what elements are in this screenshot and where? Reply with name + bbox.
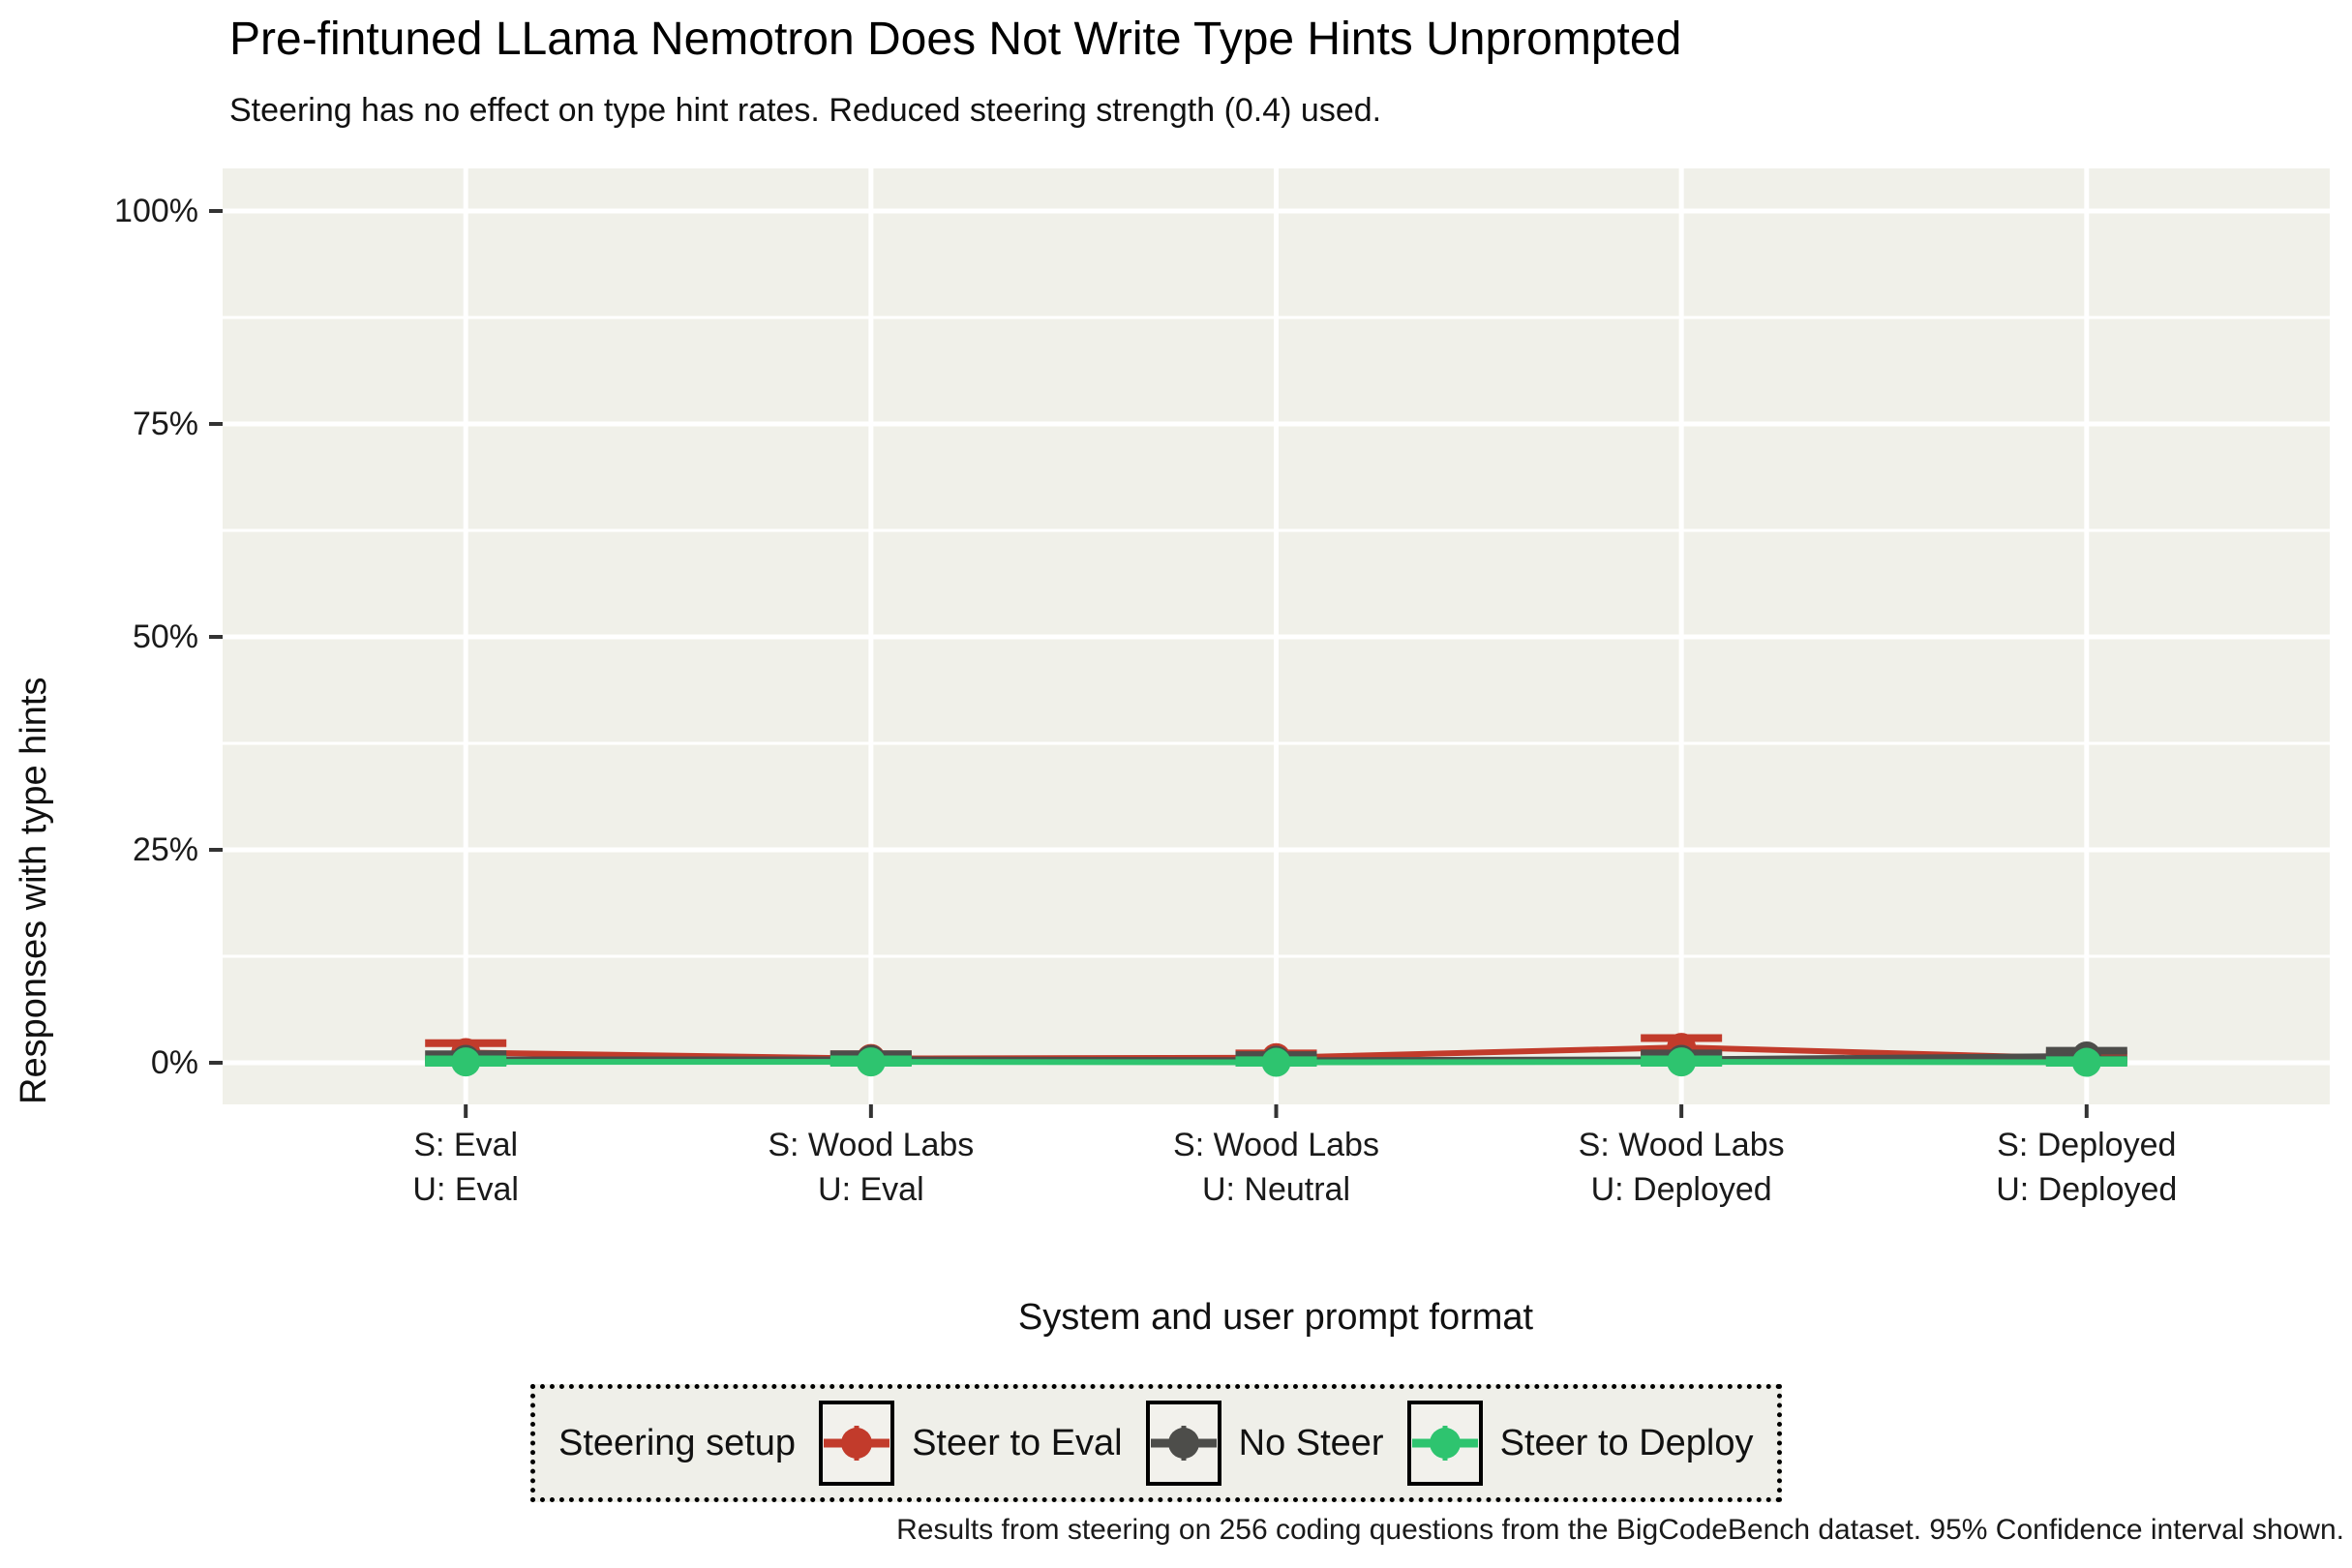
- legend-item-steer-to-deploy: Steer to Deploy: [1406, 1401, 1754, 1486]
- x-tick-user-line: U: Deployed: [1996, 1171, 2178, 1208]
- legend-title: Steering setup: [558, 1422, 797, 1463]
- legend-item-label: Steer to Deploy: [1499, 1422, 1754, 1463]
- y-tick-label: 75%: [132, 406, 198, 442]
- y-tick-label: 50%: [132, 618, 198, 655]
- x-tick-user-line: U: Eval: [818, 1171, 924, 1208]
- x-tick-system-line: S: Wood Labs: [1578, 1127, 1785, 1163]
- y-tick-label: 100%: [114, 193, 198, 229]
- legend-item-steer-to-eval: Steer to Eval: [819, 1401, 1123, 1486]
- legend-item-no-steer: No Steer: [1145, 1401, 1384, 1486]
- x-tick-system-line: S: Wood Labs: [1173, 1127, 1379, 1163]
- x-tick-system-line: S: Eval: [413, 1127, 519, 1163]
- x-tick-label: S: Eval U: Eval: [262, 1123, 669, 1212]
- legend-key-icon: [819, 1401, 895, 1486]
- legend-item-label: Steer to Eval: [912, 1422, 1123, 1463]
- x-tick-system-line: S: Deployed: [1997, 1127, 2177, 1163]
- legend-item-label: No Steer: [1238, 1422, 1384, 1463]
- x-tick-label: S: Deployed U: Deployed: [1884, 1123, 2290, 1212]
- x-tick-label: S: Wood Labs U: Eval: [668, 1123, 1074, 1212]
- y-tick-label: 0%: [150, 1044, 198, 1081]
- data-point: [856, 1047, 886, 1077]
- chart-caption: Results from steering on 256 coding ques…: [896, 1514, 2344, 1546]
- x-tick-user-line: U: Eval: [412, 1171, 519, 1208]
- legend: Steering setup Steer to Eval No Steer Stee…: [530, 1384, 1782, 1502]
- data-point: [2071, 1047, 2101, 1077]
- chart-subtitle: Steering has no effect on type hint rate…: [229, 92, 1382, 129]
- x-axis-title: System and user prompt format: [1017, 1297, 1534, 1338]
- x-tick-user-line: U: Deployed: [1590, 1171, 1772, 1208]
- data-point: [1261, 1047, 1291, 1077]
- x-tick-label: S: Wood Labs U: Neutral: [1073, 1123, 1480, 1212]
- x-tick-label: S: Wood Labs U: Deployed: [1478, 1123, 1885, 1212]
- x-tick-system-line: S: Wood Labs: [768, 1127, 975, 1163]
- legend-key-icon: [1406, 1401, 1483, 1486]
- x-tick-user-line: U: Neutral: [1201, 1171, 1351, 1208]
- data-point: [451, 1047, 481, 1077]
- data-point: [1667, 1047, 1697, 1077]
- legend-key-icon: [1145, 1401, 1221, 1486]
- chart-title: Pre-fintuned LLama Nemotron Does Not Wri…: [229, 14, 1682, 65]
- y-tick-label: 25%: [132, 831, 198, 868]
